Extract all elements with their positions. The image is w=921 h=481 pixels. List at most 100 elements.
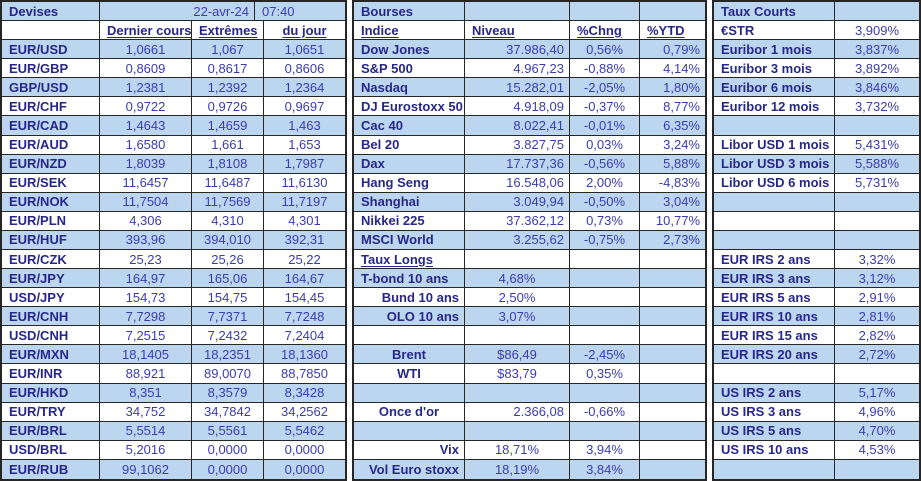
cell[interactable]: 154,73 (100, 288, 192, 308)
cell[interactable]: 5,731% (835, 174, 919, 193)
cell[interactable]: EUR/CZK (2, 250, 100, 270)
cell[interactable]: Vix (354, 440, 465, 460)
cell[interactable]: 4,96% (835, 403, 919, 422)
cell[interactable]: DJ Eurostoxx 50 (354, 97, 465, 117)
empty-cell[interactable] (640, 364, 705, 384)
cell[interactable]: 7,2404 (264, 326, 345, 346)
empty-cell[interactable] (640, 326, 705, 346)
cell[interactable]: 0,9726 (192, 97, 264, 117)
empty-cell[interactable] (640, 403, 705, 422)
empty-cell[interactable] (640, 307, 705, 327)
cell[interactable]: 0,8617 (192, 59, 264, 79)
cell[interactable]: Brent (354, 345, 465, 365)
cell[interactable]: 4,53% (835, 441, 919, 460)
cell[interactable]: EUR/TRY (2, 402, 100, 422)
cell[interactable]: 2,50% (465, 288, 570, 308)
cell[interactable]: 1,80% (640, 78, 705, 98)
cell[interactable]: EUR IRS 15 ans (714, 326, 835, 346)
cell[interactable]: 0,0000 (284, 461, 325, 477)
cell[interactable]: 1,6580 (100, 135, 192, 155)
cell[interactable]: Bund 10 ans (354, 288, 465, 308)
cell[interactable]: 0,0000 (264, 441, 345, 460)
cell[interactable]: 392,31 (264, 231, 345, 251)
cell[interactable]: 22-avr-24 (100, 2, 255, 22)
cell[interactable]: 1,4643 (100, 116, 192, 136)
cell[interactable]: US IRS 3 ans (714, 402, 835, 422)
cell[interactable]: EUR IRS 20 ans (714, 345, 835, 365)
cell[interactable]: EUR/CHF (2, 97, 100, 117)
cell[interactable]: 34,752 (100, 402, 192, 422)
cell[interactable]: 1,463 (264, 116, 345, 136)
cell[interactable]: Niveau (465, 21, 570, 41)
cell[interactable]: 154,45 (264, 288, 345, 308)
cell[interactable]: Libor USD 1 mois (714, 135, 835, 155)
cell[interactable]: -2,45% (570, 345, 640, 365)
cell[interactable]: EUR/PLN (2, 211, 100, 231)
cell[interactable]: -0,88% (570, 59, 640, 79)
cell[interactable]: 3,94% (570, 440, 640, 460)
cell[interactable]: -0,01% (570, 116, 640, 136)
cell[interactable]: 11,6487 (192, 173, 264, 193)
cell[interactable]: US IRS 10 ans (714, 440, 835, 460)
cell[interactable]: US IRS 5 ans (714, 421, 835, 441)
cell[interactable]: 16.548,06 (465, 173, 570, 193)
cell[interactable]: 154,75 (192, 288, 264, 308)
cell[interactable]: EUR IRS 2 ans (714, 250, 835, 270)
cell[interactable]: 1,661 (192, 135, 264, 155)
cell[interactable]: 4.918,09 (465, 97, 570, 117)
cell[interactable]: 5,88% (640, 155, 705, 174)
cell[interactable]: 0,79% (640, 40, 705, 60)
cell[interactable]: EUR/SEK (2, 173, 100, 193)
cell[interactable]: 0,73% (570, 211, 640, 231)
cell[interactable]: 18,71% (465, 440, 570, 460)
empty-cell[interactable] (465, 326, 570, 346)
cell[interactable]: WTI (354, 364, 465, 384)
cell[interactable]: 0,03% (570, 135, 640, 155)
empty-cell[interactable] (640, 384, 705, 403)
cell[interactable]: du jour (264, 21, 345, 41)
empty-cell[interactable] (714, 459, 835, 479)
cell[interactable]: 2,00% (570, 173, 640, 193)
empty-cell[interactable] (465, 383, 570, 403)
cell[interactable]: EUR IRS 10 ans (714, 307, 835, 327)
cell[interactable]: 0,9697 (264, 97, 345, 117)
cell[interactable]: OLO 10 ans (354, 307, 465, 327)
cell[interactable]: -0,50% (570, 192, 640, 212)
cell[interactable]: Euribor 1 mois (714, 40, 835, 60)
cell[interactable]: 4,301 (264, 212, 345, 231)
empty-cell[interactable] (640, 345, 705, 365)
empty-cell[interactable] (2, 21, 100, 41)
cell[interactable]: 1,2392 (192, 78, 264, 98)
cell[interactable]: 0,56% (570, 40, 640, 60)
cell[interactable]: 1,0661 (100, 40, 192, 60)
cell[interactable]: -0,66% (570, 402, 640, 422)
cell[interactable]: 4,68% (465, 269, 570, 289)
cell[interactable]: 11,7197 (264, 193, 345, 212)
empty-cell[interactable] (465, 250, 570, 270)
cell[interactable]: EUR/AUD (2, 135, 100, 155)
empty-cell[interactable] (354, 326, 465, 346)
empty-cell[interactable] (835, 116, 919, 136)
cell[interactable]: 8,77% (640, 97, 705, 117)
empty-cell[interactable] (835, 460, 919, 479)
cell[interactable]: Once d'or (354, 402, 465, 422)
cell[interactable]: 10,77% (640, 212, 705, 231)
cell[interactable]: %Chng (570, 21, 640, 41)
cell[interactable]: 11,6130 (264, 174, 345, 193)
empty-cell[interactable] (835, 193, 919, 212)
cell[interactable]: 5,5514 (100, 421, 192, 441)
cell[interactable]: 25,22 (264, 250, 345, 270)
cell[interactable]: 1,067 (192, 40, 264, 60)
cell[interactable]: 3,837% (835, 40, 919, 60)
cell[interactable]: 6,35% (640, 116, 705, 136)
cell[interactable]: 18,19% (465, 459, 570, 479)
cell[interactable]: EUR/MXN (2, 345, 100, 365)
cell[interactable]: USD/BRL (2, 440, 100, 460)
cell[interactable]: EUR/RUB (2, 459, 100, 479)
cell[interactable]: 3,846% (835, 78, 919, 98)
cell[interactable]: Dow Jones (354, 40, 465, 60)
cell[interactable]: 164,67 (264, 269, 345, 289)
cell[interactable]: EUR/BRL (2, 421, 100, 441)
cell[interactable]: 3.255,62 (465, 230, 570, 251)
empty-cell[interactable] (640, 250, 705, 270)
